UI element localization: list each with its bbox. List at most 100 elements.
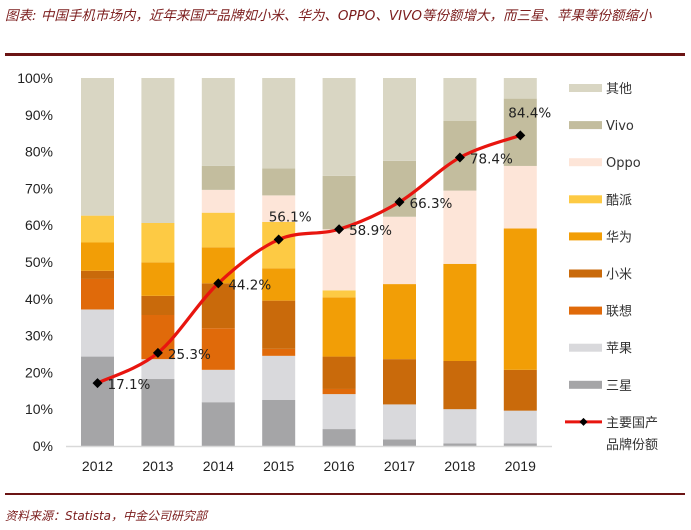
legend-label: 苹果 <box>606 342 632 357</box>
bar-segment-小米 <box>81 270 114 279</box>
legend-swatch <box>569 343 602 352</box>
data-label: 56.1% <box>269 210 312 226</box>
data-label: 44.2% <box>228 277 271 293</box>
bar-segment-三星 <box>503 443 537 446</box>
bar-segment-Oppo <box>503 165 537 229</box>
y-tick-label: 30% <box>25 328 53 344</box>
bar-segment-Oppo <box>322 229 356 291</box>
bar-segment-小米 <box>443 360 477 410</box>
legend-swatch <box>569 306 602 315</box>
bar-segment-小米 <box>383 359 416 405</box>
bar-segment-小米 <box>201 283 235 329</box>
bar-segment-Vivo <box>262 168 296 196</box>
stacked-bar-chart: 0%10%20%30%40%50%60%70%80%90%100% 2012 20… <box>17 70 658 474</box>
legend-item: 三星 <box>569 379 632 394</box>
legend-label-line2: 品牌份额 <box>606 437 658 453</box>
bar-segment-小米 <box>141 295 175 315</box>
x-tick-label: 2017 <box>384 458 415 474</box>
y-tick-label: 10% <box>25 401 53 417</box>
x-tick-label: 2018 <box>444 458 475 474</box>
bar-segment-小米 <box>503 369 537 411</box>
line-marker <box>394 197 405 208</box>
bar-segment-酷派 <box>201 212 235 248</box>
line-marker <box>334 224 345 235</box>
x-tick-label: 2015 <box>263 458 294 474</box>
line-marker <box>213 278 224 289</box>
legend-label: Oppo <box>606 156 641 171</box>
bar-segment-三星 <box>322 429 356 446</box>
bottom-divider <box>5 493 685 495</box>
bar-segment-华为 <box>503 228 537 370</box>
data-label: 84.4% <box>508 105 551 121</box>
chart-caption: 图表: 中国手机市场内，近年来国产品牌如小米、华为、OPPO、VIVO等份额增大… <box>5 8 652 24</box>
bar-segment-Oppo <box>383 216 416 285</box>
x-tick-label: 2014 <box>203 458 234 474</box>
legend-item: 小米 <box>569 268 632 283</box>
bar-segment-Vivo <box>322 175 356 230</box>
bar-segment-苹果 <box>443 409 477 444</box>
bar-segment-其他 <box>141 78 175 223</box>
bar-segment-其他 <box>322 78 356 176</box>
x-tick-label: 2012 <box>82 458 113 474</box>
data-label: 25.3% <box>168 347 211 363</box>
x-axis: 2012 2013 2014 2015 2016 2017 2018 2019 <box>82 458 536 474</box>
x-tick-label: 2016 <box>324 458 355 474</box>
bar-segment-三星 <box>383 439 416 446</box>
legend-item: 其他 <box>569 82 632 97</box>
bar-segment-三星 <box>262 400 296 446</box>
bar-segment-酷派 <box>81 215 114 243</box>
legend-item: Oppo <box>569 156 641 171</box>
legend-swatch <box>569 158 602 167</box>
bar-segment-三星 <box>201 402 235 446</box>
legend-swatch <box>569 84 602 92</box>
bar-segment-其他 <box>443 78 477 121</box>
bar-segment-其他 <box>201 78 235 166</box>
y-tick-label: 60% <box>25 217 53 233</box>
bar-segment-联想 <box>322 388 356 395</box>
y-tick-label: 80% <box>25 144 53 160</box>
bar-segment-苹果 <box>503 410 537 444</box>
bar-segment-Vivo <box>201 165 235 190</box>
bar-segment-其他 <box>81 78 114 216</box>
legend-label: 主要国产 <box>606 416 658 431</box>
bar-stack-2016 <box>322 78 356 446</box>
bar-segment-三星 <box>443 443 477 446</box>
bar-segment-小米 <box>322 356 356 389</box>
x-tick-label: 2013 <box>142 458 173 474</box>
legend-swatch <box>569 195 602 204</box>
bar-segment-苹果 <box>322 394 356 430</box>
bar-segment-Oppo <box>262 195 296 222</box>
bar-segment-华为 <box>322 297 356 357</box>
legend-item: 酷派 <box>569 193 632 208</box>
data-label: 66.3% <box>410 196 453 212</box>
bar-stack-2014 <box>201 78 235 446</box>
bar-segment-小米 <box>262 300 296 349</box>
bar-segment-酷派 <box>322 290 356 298</box>
x-tick-label: 2019 <box>505 458 536 474</box>
source-note: 资料来源：Statista，中金公司研究部 <box>5 509 208 523</box>
bar-segment-酷派 <box>141 222 175 263</box>
bar-segment-三星 <box>81 356 114 446</box>
line-marker <box>515 130 526 141</box>
top-divider <box>5 53 685 56</box>
bar-segment-其他 <box>383 78 416 161</box>
bar-stack-2015 <box>262 78 296 446</box>
y-tick-label: 90% <box>25 107 53 123</box>
legend-label: 华为 <box>606 230 632 245</box>
data-label: 17.1% <box>108 377 151 393</box>
bar-segment-Oppo <box>201 189 235 213</box>
legend-marker <box>579 417 588 426</box>
bar-segment-苹果 <box>81 309 114 357</box>
bar-stack-2017 <box>383 78 416 446</box>
legend-item: Vivo <box>569 119 634 134</box>
bar-segment-华为 <box>262 268 296 301</box>
bar-segment-华为 <box>141 262 175 296</box>
y-tick-label: 40% <box>25 291 53 307</box>
legend-item: 联想 <box>569 304 632 320</box>
domestic-share-line: 17.1% 25.3% 44.2% 56.1% 58.9% 66.3% 78.4% 84.4% <box>92 105 551 393</box>
line-marker <box>92 378 103 389</box>
line-marker <box>273 234 284 245</box>
line-path <box>96 133 521 385</box>
bar-stack-2018 <box>443 78 477 446</box>
